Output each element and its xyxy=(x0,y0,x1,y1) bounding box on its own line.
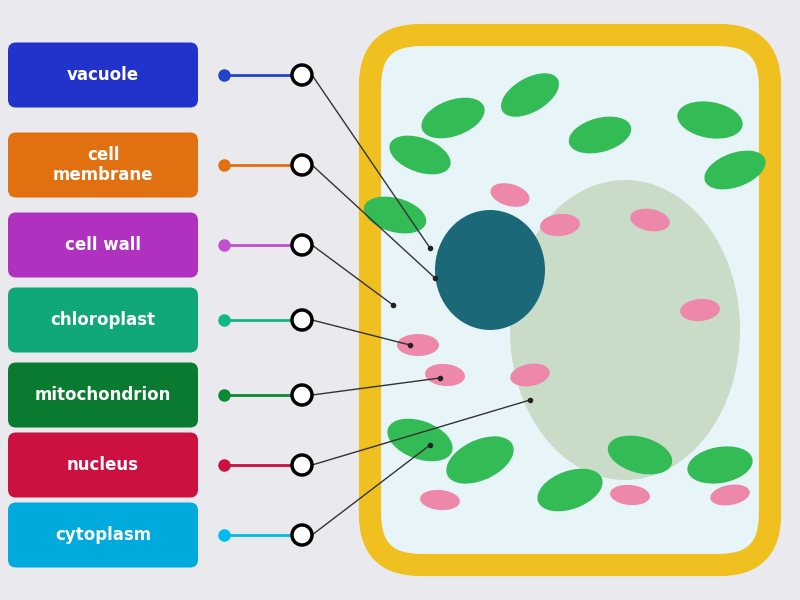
Text: cell wall: cell wall xyxy=(65,236,141,254)
Ellipse shape xyxy=(510,364,550,386)
Ellipse shape xyxy=(630,209,670,232)
Ellipse shape xyxy=(420,490,460,510)
Ellipse shape xyxy=(608,436,672,475)
Ellipse shape xyxy=(678,101,742,139)
Ellipse shape xyxy=(710,485,750,505)
Ellipse shape xyxy=(446,436,514,484)
Circle shape xyxy=(292,155,312,175)
Text: chloroplast: chloroplast xyxy=(50,311,155,329)
Ellipse shape xyxy=(540,214,580,236)
Ellipse shape xyxy=(397,334,439,356)
Ellipse shape xyxy=(390,136,450,175)
Circle shape xyxy=(292,235,312,255)
Circle shape xyxy=(292,525,312,545)
FancyBboxPatch shape xyxy=(8,212,198,277)
Text: mitochondrion: mitochondrion xyxy=(35,386,171,404)
FancyBboxPatch shape xyxy=(370,35,770,565)
Text: nucleus: nucleus xyxy=(67,456,139,474)
Ellipse shape xyxy=(425,364,465,386)
Ellipse shape xyxy=(704,151,766,190)
FancyBboxPatch shape xyxy=(8,433,198,497)
Ellipse shape xyxy=(687,446,753,484)
Circle shape xyxy=(292,385,312,405)
Ellipse shape xyxy=(538,469,602,511)
Text: cytoplasm: cytoplasm xyxy=(55,526,151,544)
Ellipse shape xyxy=(501,73,559,117)
Ellipse shape xyxy=(680,299,720,321)
Ellipse shape xyxy=(387,419,453,461)
FancyBboxPatch shape xyxy=(8,287,198,352)
Ellipse shape xyxy=(435,210,545,330)
FancyBboxPatch shape xyxy=(8,503,198,568)
Text: vacuole: vacuole xyxy=(67,66,139,84)
Ellipse shape xyxy=(510,180,740,480)
Ellipse shape xyxy=(610,485,650,505)
FancyBboxPatch shape xyxy=(8,43,198,107)
Ellipse shape xyxy=(364,197,426,233)
Ellipse shape xyxy=(490,183,530,207)
Text: cell
membrane: cell membrane xyxy=(53,146,154,184)
FancyBboxPatch shape xyxy=(8,362,198,427)
Circle shape xyxy=(292,310,312,330)
Circle shape xyxy=(292,65,312,85)
FancyBboxPatch shape xyxy=(8,133,198,197)
Ellipse shape xyxy=(422,98,485,139)
Ellipse shape xyxy=(569,116,631,154)
Circle shape xyxy=(292,455,312,475)
